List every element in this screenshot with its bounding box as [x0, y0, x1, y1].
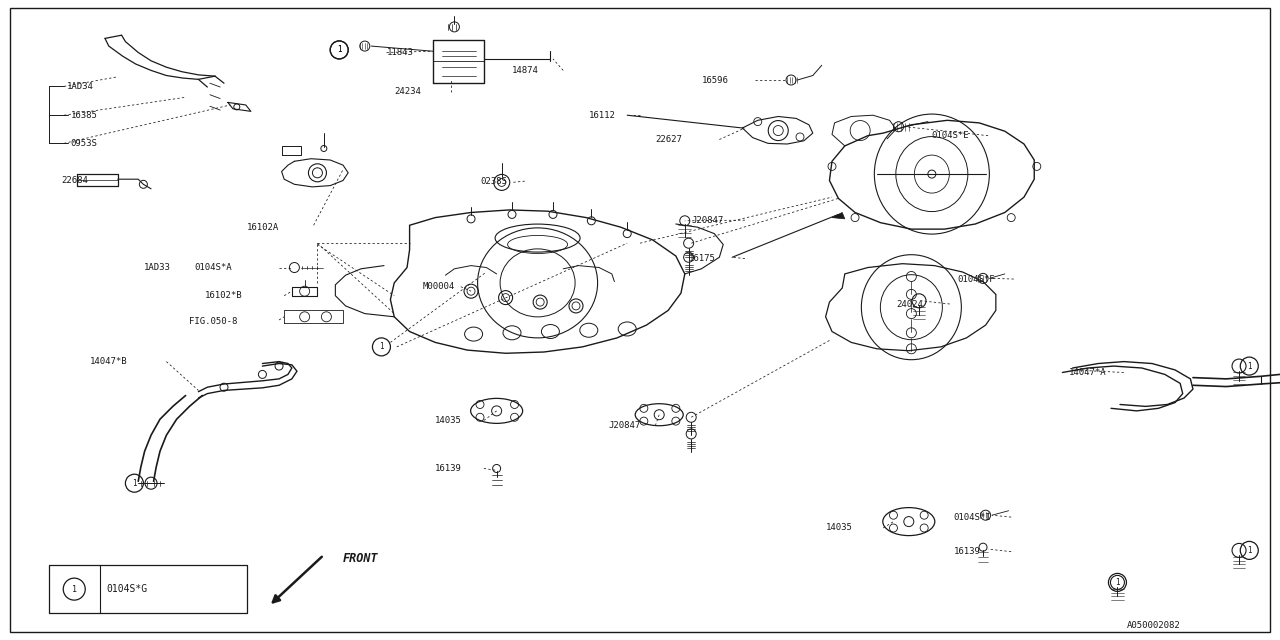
- Text: 14047*B: 14047*B: [90, 357, 127, 366]
- Text: 14047*A: 14047*A: [1069, 368, 1106, 377]
- Text: 16385: 16385: [70, 111, 97, 120]
- Text: 14035: 14035: [826, 524, 852, 532]
- Text: 11843: 11843: [387, 48, 413, 57]
- Text: 16175: 16175: [689, 254, 716, 263]
- Text: 1AD34: 1AD34: [67, 82, 93, 91]
- Text: 14874: 14874: [512, 66, 539, 75]
- Circle shape: [492, 406, 502, 416]
- Text: 0104S*E: 0104S*E: [932, 131, 969, 140]
- Text: 0104S*F: 0104S*F: [957, 275, 995, 284]
- Text: 0104S*G: 0104S*G: [106, 584, 147, 594]
- Text: 0104S*A: 0104S*A: [195, 263, 232, 272]
- Text: 1: 1: [1115, 578, 1120, 587]
- Text: 22627: 22627: [655, 135, 682, 144]
- Text: 16102A: 16102A: [247, 223, 279, 232]
- Text: M00004: M00004: [422, 282, 454, 291]
- Text: 0238S: 0238S: [480, 177, 507, 186]
- Text: 22684: 22684: [61, 176, 88, 185]
- Text: A050002082: A050002082: [1126, 621, 1180, 630]
- Text: FRONT: FRONT: [343, 552, 379, 564]
- Circle shape: [904, 516, 914, 527]
- Text: 1: 1: [132, 479, 137, 488]
- Text: 24234: 24234: [394, 87, 421, 96]
- Text: 16102*B: 16102*B: [205, 291, 242, 300]
- Text: 16139: 16139: [954, 547, 980, 556]
- Text: J20847: J20847: [608, 421, 640, 430]
- Circle shape: [654, 410, 664, 420]
- Text: 1: 1: [1247, 362, 1252, 371]
- Text: 14035: 14035: [435, 416, 462, 425]
- Text: 1AD33: 1AD33: [143, 263, 170, 272]
- Text: 16112: 16112: [589, 111, 616, 120]
- Text: 1: 1: [337, 45, 342, 54]
- Text: 1: 1: [72, 584, 77, 594]
- Text: 1: 1: [379, 342, 384, 351]
- Polygon shape: [832, 212, 845, 219]
- Text: 0953S: 0953S: [70, 139, 97, 148]
- Text: FIG.050-8: FIG.050-8: [189, 317, 238, 326]
- Text: 1: 1: [337, 45, 342, 54]
- Text: 1: 1: [1247, 546, 1252, 555]
- Text: 16139: 16139: [435, 464, 462, 473]
- Text: 24024: 24024: [896, 300, 923, 308]
- Text: 16596: 16596: [701, 76, 728, 84]
- Text: J20847: J20847: [691, 216, 723, 225]
- Text: 0104S*I: 0104S*I: [954, 513, 991, 522]
